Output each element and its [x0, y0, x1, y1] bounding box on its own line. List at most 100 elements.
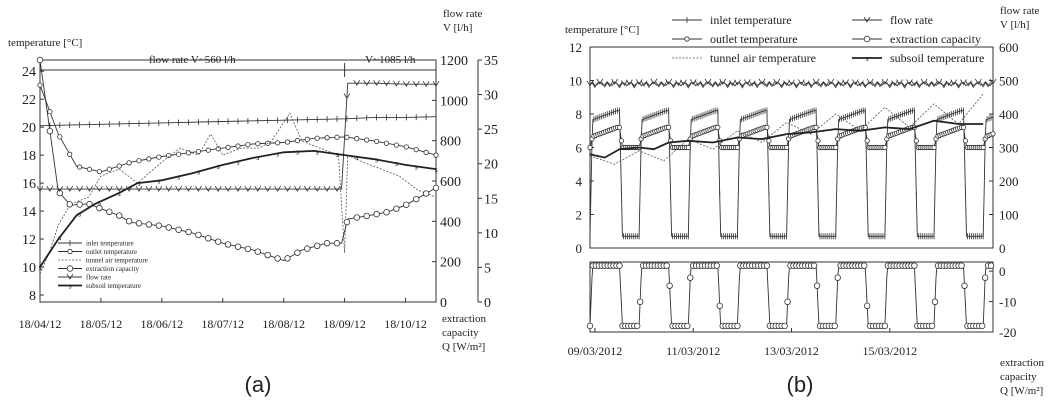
bottom-tick-label: -20: [999, 325, 1016, 340]
flow-marker: [115, 185, 123, 192]
extraction-marker: [636, 298, 644, 306]
flow-marker: [333, 185, 341, 192]
outlet-marker: [931, 144, 937, 151]
flow-marker: [812, 78, 820, 85]
flow-marker: [974, 78, 982, 85]
right-tick-label: 200: [999, 174, 1019, 189]
flow-marker: [294, 185, 301, 192]
legend-item: flow rate: [58, 274, 111, 282]
extraction-marker: [666, 282, 673, 289]
annotation-flow-560: flow rate V~560 l/h: [149, 54, 236, 66]
outlet-marker: [116, 163, 122, 169]
annotation-flow-1085: V~1085 l/h: [365, 54, 416, 66]
extraction-marker: [234, 243, 242, 250]
extraction-marker: [987, 262, 995, 269]
legend-item: s subsoil temperature: [852, 51, 984, 65]
flow-marker: [863, 16, 871, 23]
outlet-marker: [245, 142, 251, 148]
outlet-marker: [433, 152, 439, 158]
outlet-marker: [324, 135, 330, 141]
flow-marker: [734, 79, 741, 86]
x-tick-label: 18/05/12: [80, 317, 123, 331]
outlet-marker: [195, 148, 201, 155]
mid-tick-label: 800: [440, 135, 461, 150]
right-tick-label: 10: [484, 227, 498, 242]
right-tick-label: 5: [484, 261, 491, 276]
outlet-marker: [314, 135, 320, 141]
series-subsoil: [589, 119, 984, 159]
extraction-marker: [185, 228, 192, 236]
flow-marker: [940, 82, 948, 89]
series-flow: [36, 79, 440, 192]
series-subsoil: s s s s s s s s s s s s s s s s s s s s s: [38, 147, 437, 272]
subsoil-line: [589, 119, 984, 159]
bottom-axis-title: capacity: [1000, 371, 1037, 383]
left-axis-title: temperature [°C]: [8, 37, 82, 49]
mid-axis-title: V [l/h]: [443, 22, 472, 34]
x-tick-label: 11/03/2012: [666, 344, 720, 358]
flow-marker: [704, 78, 712, 85]
x-tick-label: 18/04/12: [19, 317, 62, 331]
flow-marker: [739, 82, 746, 89]
outlet-marker: [235, 143, 241, 149]
extraction-marker: [978, 322, 986, 330]
extraction-marker: [343, 218, 351, 226]
extraction-marker: [314, 242, 321, 250]
right-tick-label: 500: [999, 74, 1019, 89]
flow-marker: [847, 82, 854, 89]
subsoil-marker: s: [865, 54, 868, 63]
outlet-marker: [587, 144, 593, 151]
extraction-marker: [145, 221, 153, 228]
extraction-marker: [831, 322, 838, 330]
flow-marker: [303, 185, 311, 192]
subsoil-marker: s: [256, 153, 259, 162]
flow-marker: [625, 79, 633, 86]
subsoil-marker: s: [434, 165, 437, 174]
flow-marker: [856, 80, 864, 87]
flow-marker: [871, 81, 879, 88]
flow-marker: [76, 185, 83, 192]
x-tick-label: 09/03/2012: [568, 344, 623, 358]
outlet-marker: [146, 156, 152, 162]
legend-label: subsoil temperature: [890, 51, 984, 65]
flow-marker: [670, 82, 677, 89]
flow-marker: [842, 79, 849, 86]
flow-marker: [165, 185, 173, 192]
flow-marker: [244, 185, 252, 192]
extraction-marker: [66, 201, 73, 208]
left-tick-label: 8: [29, 289, 36, 304]
flow-marker: [393, 80, 400, 87]
inlet-line: [589, 110, 994, 237]
flow-marker: [145, 185, 153, 192]
left-tick-label: 16: [22, 177, 36, 192]
flow-marker: [363, 79, 371, 86]
outlet-marker: [882, 144, 888, 151]
flow-marker: [984, 81, 992, 88]
flow-marker: [224, 185, 232, 192]
legend-item: outlet temperature: [672, 32, 798, 46]
x-tick-label: 15/03/2012: [862, 344, 917, 358]
flow-marker: [714, 81, 722, 88]
series-tunnel: [39, 112, 437, 275]
flow-marker: [920, 78, 928, 85]
extraction-marker: [813, 282, 821, 289]
flow-marker: [601, 81, 609, 88]
x-tick-label: 13/03/2012: [764, 344, 819, 358]
outlet-marker: [166, 152, 172, 159]
legend-item: inlet temperature: [58, 240, 134, 248]
x-tick-label: 18/08/12: [262, 317, 305, 331]
flow-marker: [945, 80, 953, 87]
extraction-marker: [214, 238, 222, 245]
outlet-marker: [344, 134, 350, 140]
tunnel-line: [39, 112, 437, 275]
flow-marker: [675, 80, 682, 87]
outlet-marker: [685, 144, 691, 151]
subsoil-marker: s: [296, 148, 299, 157]
flow-marker: [915, 82, 923, 89]
flow-marker: [611, 78, 618, 85]
extraction-marker: [66, 265, 74, 272]
extraction-marker: [323, 240, 331, 247]
outlet-marker: [913, 138, 919, 144]
series-outlet: [587, 124, 996, 151]
